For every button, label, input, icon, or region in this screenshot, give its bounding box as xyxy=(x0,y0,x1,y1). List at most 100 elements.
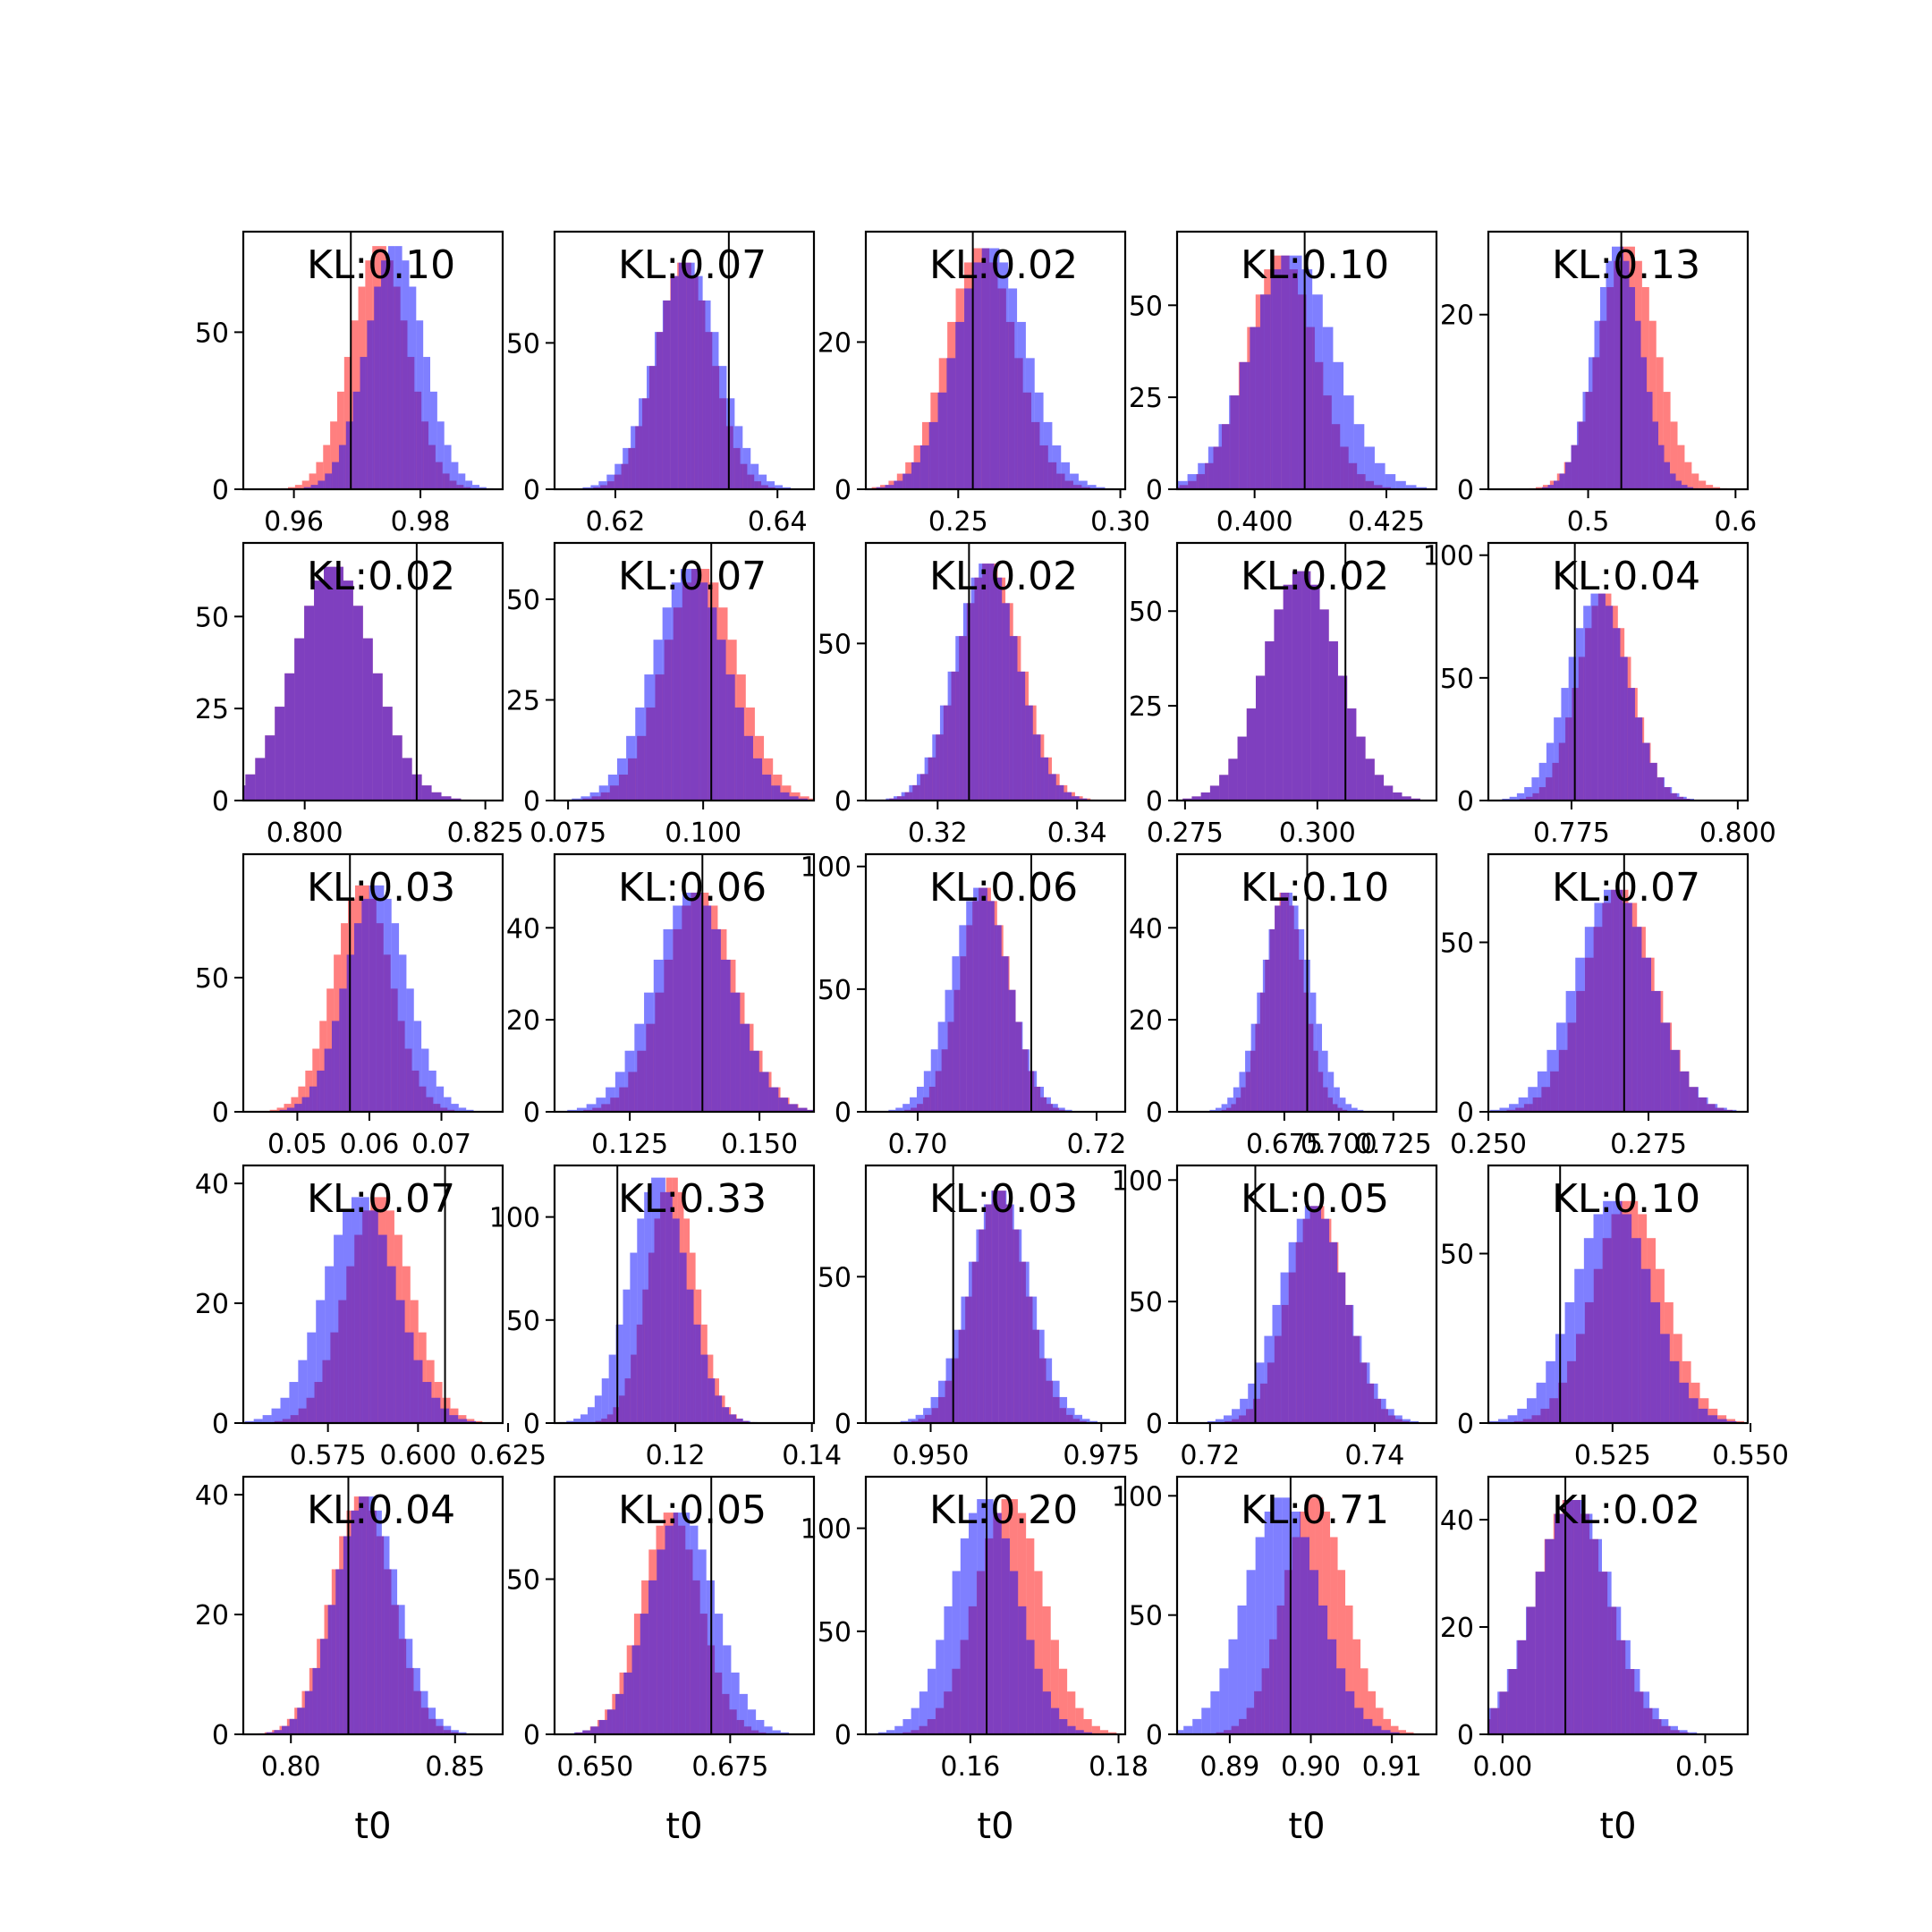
histogram-bar xyxy=(1658,445,1665,489)
histogram-bar xyxy=(416,320,424,489)
histogram-bar xyxy=(752,758,763,801)
histogram-bar xyxy=(1699,1097,1708,1112)
histogram-bar xyxy=(1640,357,1648,489)
axes-frame xyxy=(242,541,504,802)
histogram-bar xyxy=(930,1396,939,1423)
histogram-bar xyxy=(966,901,974,1112)
histogram-bar xyxy=(323,445,331,489)
x-tick-label: 0.575 xyxy=(290,1440,367,1471)
histogram-bar xyxy=(282,1725,290,1734)
histogram-bar xyxy=(1270,269,1282,489)
histogram-bar xyxy=(345,421,353,489)
histogram-bar xyxy=(1248,1383,1257,1423)
histogram-bar xyxy=(1099,1730,1109,1734)
histogram-bar xyxy=(614,463,623,489)
histogram-bar xyxy=(1393,792,1402,801)
histogram-bar xyxy=(630,1252,638,1423)
histogram-bar xyxy=(1352,1639,1361,1734)
histogram-bar xyxy=(937,392,947,489)
histogram-bar xyxy=(1526,1606,1536,1734)
histogram-bar xyxy=(466,1419,475,1423)
histogram-bar xyxy=(1353,424,1365,489)
histogram-bar xyxy=(1517,1408,1527,1423)
histogram-bar xyxy=(428,1707,436,1734)
histogram-bar xyxy=(324,566,334,801)
histogram-bar xyxy=(330,421,337,489)
histogram-bar xyxy=(637,1218,645,1423)
axes-frame xyxy=(1487,1164,1750,1425)
x-tick-label: 0.70 xyxy=(888,1129,948,1160)
histogram-bar xyxy=(1594,320,1600,489)
histogram-bar xyxy=(1233,1087,1240,1112)
histogram-bar xyxy=(1635,320,1641,489)
x-tick-label: 0.91 xyxy=(1362,1751,1422,1783)
histogram-bar xyxy=(1215,1107,1222,1112)
histogram-bar xyxy=(1327,1072,1335,1112)
histogram-bar xyxy=(1670,473,1676,489)
kl-annotation: KL:0.06 xyxy=(618,865,767,911)
kl-annotation: KL:0.20 xyxy=(929,1487,1078,1533)
histogram-bar xyxy=(389,1569,398,1734)
histogram-bar xyxy=(318,480,326,489)
histogram-bar xyxy=(303,487,311,489)
kl-annotation: KL:0.07 xyxy=(618,554,767,599)
histogram-bar xyxy=(367,320,375,489)
histogram-bar xyxy=(1192,1718,1202,1734)
y-tick-label: 0 xyxy=(1146,786,1163,818)
histogram-bar xyxy=(778,1097,788,1112)
histogram-bar xyxy=(1524,787,1532,801)
histogram-bar xyxy=(1250,1023,1258,1112)
histogram-bar xyxy=(990,248,1000,489)
histogram-bar xyxy=(1029,1296,1038,1423)
y-tick-label: 20 xyxy=(1440,1613,1474,1644)
kl-annotation: KL:0.05 xyxy=(618,1487,767,1533)
y-tick-label: 50 xyxy=(818,975,852,1006)
histogram-bar xyxy=(944,1606,953,1734)
histogram-bar xyxy=(1074,1414,1082,1423)
axes-frame xyxy=(242,1475,504,1736)
histogram-bar xyxy=(458,473,466,489)
histogram-bar xyxy=(362,638,373,801)
histogram-bar xyxy=(458,1107,467,1112)
histogram-bar xyxy=(253,1419,263,1423)
histogram-bar xyxy=(734,708,744,801)
histogram-bar xyxy=(1656,357,1664,489)
histogram-bar xyxy=(1391,1725,1399,1734)
histogram-bar xyxy=(1108,1732,1117,1734)
histogram-bar xyxy=(1200,792,1210,801)
histogram-bar xyxy=(973,887,980,1112)
histogram-bar xyxy=(601,1378,609,1423)
histogram-bar xyxy=(959,925,967,1112)
histogram-bar xyxy=(1664,787,1673,801)
histogram-bar xyxy=(1237,736,1247,801)
y-tick-label: 40 xyxy=(1129,913,1163,945)
subplot-5-1: 0.80 0.85 0 20 40 KL:0.04 t0 xyxy=(195,1475,504,1847)
histogram-bar xyxy=(1531,777,1539,801)
histogram-bar xyxy=(351,1197,360,1423)
x-tick-label: 0.74 xyxy=(1345,1440,1405,1471)
x-tick-label: 0.14 xyxy=(782,1440,842,1471)
y-tick-label: 50 xyxy=(195,318,229,349)
y-tick-label: 50 xyxy=(195,602,229,633)
histogram-bar xyxy=(1296,1218,1305,1423)
histogram-blue xyxy=(566,262,807,489)
histogram-bar xyxy=(1691,473,1699,489)
histogram-bar xyxy=(1564,462,1572,489)
histogram-bar xyxy=(663,928,674,1112)
histogram-bar xyxy=(653,959,664,1112)
y-tick-label: 0 xyxy=(1457,1097,1474,1129)
histogram-bar xyxy=(1364,446,1375,489)
histogram-bar xyxy=(1083,1718,1092,1734)
histogram-bar xyxy=(698,1549,707,1734)
x-tick-label: 0.950 xyxy=(893,1440,970,1471)
histogram-bar xyxy=(1281,255,1292,489)
histogram-bar xyxy=(1384,785,1394,801)
histogram-bar xyxy=(701,905,712,1112)
histogram-bar xyxy=(1679,796,1687,801)
histogram-bar xyxy=(1262,959,1269,1112)
histogram-bar xyxy=(972,262,982,489)
histogram-bar xyxy=(271,1408,281,1423)
histogram-bar xyxy=(880,485,889,489)
histogram-bar xyxy=(1208,446,1219,489)
